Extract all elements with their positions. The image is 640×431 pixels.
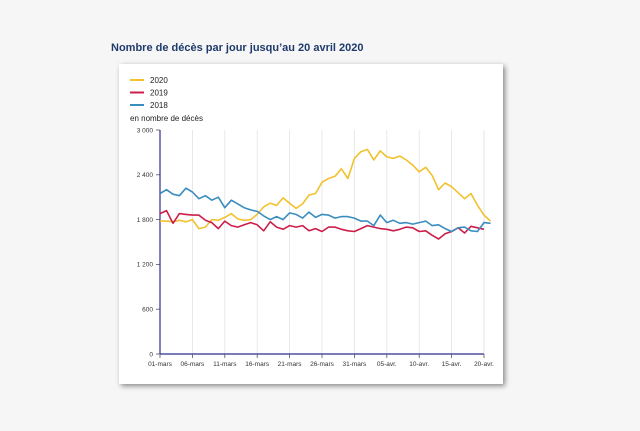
x-tick-label: 16-mars [245, 361, 270, 368]
y-tick-label: 1 200 [137, 262, 154, 269]
x-tick-label: 15-avr. [442, 361, 462, 368]
y-tick-label: 0 [149, 351, 153, 358]
y-axis-label: en nombre de décès [130, 114, 203, 123]
legend-label-2019: 2019 [150, 89, 168, 98]
line-chart: 0 600 1 200 1 800 2 400 3 000 01-mars 06-mars 11… [130, 76, 494, 368]
y-tick-label: 3 000 [137, 127, 154, 134]
y-tick-label: 1 800 [137, 217, 154, 224]
legend-label-2018: 2018 [150, 101, 168, 110]
legend-label-2020: 2020 [150, 76, 168, 85]
x-tick-label: 31-mars [342, 361, 367, 368]
chart-card: 0 600 1 200 1 800 2 400 3 000 01-mars 06-mars 11… [119, 64, 503, 384]
x-tick-label: 20-avr. [474, 361, 494, 368]
page-title: Nombre de décès par jour jusqu’au 20 avr… [111, 42, 364, 54]
series-line-2020 [160, 148, 492, 230]
x-tick-label: 11-mars [213, 361, 237, 368]
y-tick-label: 2 400 [137, 172, 154, 179]
series-line-2019 [159, 209, 485, 240]
x-tick-label: 26-mars [310, 361, 335, 368]
x-tick-label: 10-avr. [409, 361, 429, 368]
x-tick-label: 06-mars [180, 361, 205, 368]
y-tick-label: 600 [142, 307, 153, 314]
x-tick-label: 01-mars [148, 361, 173, 368]
series-line-2018 [159, 187, 491, 233]
x-tick-label: 21-mars [278, 361, 303, 368]
x-tick-label: 05-avr. [377, 361, 397, 368]
